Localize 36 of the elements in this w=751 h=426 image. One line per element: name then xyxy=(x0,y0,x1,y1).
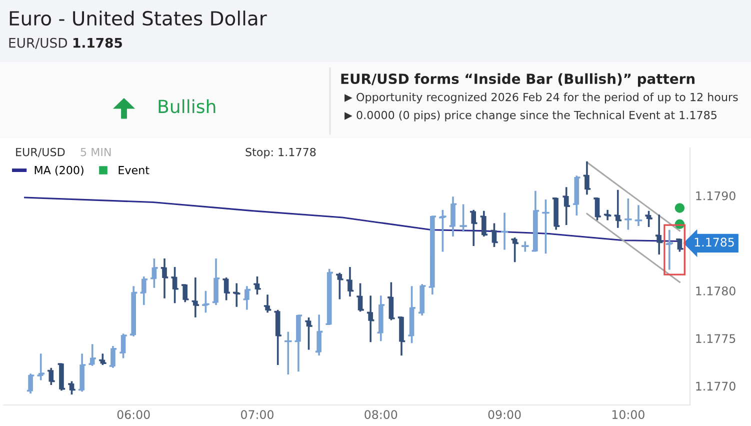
y-tick-label: 1.1770 xyxy=(696,382,736,391)
candlestick xyxy=(409,286,414,344)
text: Opportunity recognized 2026 Feb 24 for the period of up to 12 hours xyxy=(356,92,738,104)
candlestick xyxy=(358,283,363,312)
candlestick xyxy=(378,296,384,342)
candlestick xyxy=(326,268,332,325)
x-tick-label: 10:00 xyxy=(612,410,644,419)
legend-label: MA (200) xyxy=(34,166,84,176)
candlestick xyxy=(224,278,229,300)
chart-subtitle: EUR/USD xyxy=(9,38,68,49)
candlestick xyxy=(574,176,580,216)
x-tick-label: 07:00 xyxy=(241,410,274,419)
y-tick-label: 1.1790 xyxy=(696,191,736,200)
text: Bullish xyxy=(158,99,216,114)
candlestick xyxy=(388,282,394,320)
x-tick-label: 06:00 xyxy=(117,410,150,419)
candlestick xyxy=(594,198,600,220)
candlestick xyxy=(59,363,64,391)
annotation: Stop: 1.1778 xyxy=(246,148,316,158)
annotation: EUR/USD xyxy=(16,148,65,158)
candlestick xyxy=(120,334,126,358)
x-tick-label: 09:00 xyxy=(488,410,521,419)
legend-label: Event xyxy=(118,166,150,174)
chart-title: Euro - United States Dollar xyxy=(10,10,267,26)
text: 1.1785 xyxy=(73,38,122,48)
candlestick xyxy=(141,276,146,306)
text: 0.0000 (0 pips) price change since the Technical Event at 1.1785 xyxy=(356,110,716,122)
candlestick xyxy=(110,346,116,368)
y-tick-label: 1.1775 xyxy=(696,334,736,344)
candlestick xyxy=(275,310,280,365)
candlestick xyxy=(28,374,33,394)
text: EUR/USD forms “Inside Bar (Bullish)” pattern xyxy=(341,73,694,87)
annotation: 1.1785 xyxy=(694,238,734,247)
y-tick-label: 1.1780 xyxy=(696,286,736,296)
annotation: 5 MIN xyxy=(80,148,111,156)
x-tick-label: 08:00 xyxy=(364,410,398,419)
